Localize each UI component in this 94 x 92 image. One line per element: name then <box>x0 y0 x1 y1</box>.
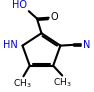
Text: CH$_3$: CH$_3$ <box>53 77 72 89</box>
Text: O: O <box>51 12 59 22</box>
Text: HO: HO <box>11 0 27 10</box>
Text: CH$_3$: CH$_3$ <box>13 78 32 90</box>
Text: N: N <box>83 40 90 50</box>
Text: HN: HN <box>3 40 17 50</box>
